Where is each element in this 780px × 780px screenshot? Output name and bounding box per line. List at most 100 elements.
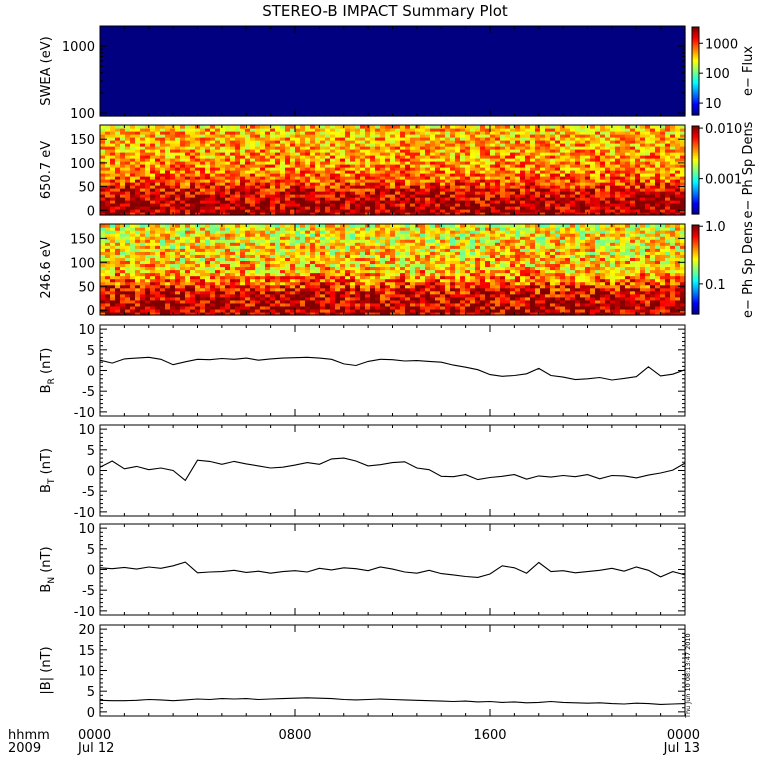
heatmap-cell	[650, 47, 656, 51]
heatmap-cell	[455, 86, 461, 90]
heatmap-cell	[325, 32, 331, 36]
heatmap-cell	[135, 86, 141, 90]
heatmap-cell	[575, 95, 581, 99]
heatmap-cell	[390, 77, 396, 81]
heatmap-cell	[645, 191, 651, 195]
heatmap-cell	[155, 83, 161, 87]
heatmap-cell	[440, 200, 446, 204]
heatmap-cell	[275, 89, 281, 93]
heatmap-cell	[470, 104, 476, 108]
heatmap-cell	[245, 185, 251, 189]
heatmap-cell	[655, 110, 661, 114]
heatmap-cell	[155, 53, 161, 57]
heatmap-cell	[210, 209, 216, 213]
heatmap-cell	[170, 110, 176, 114]
heatmap-cell	[315, 80, 321, 84]
heatmap-cell	[280, 38, 286, 42]
heatmap-cell	[335, 83, 341, 87]
heatmap-cell	[205, 203, 211, 207]
heatmap-cell	[620, 62, 626, 66]
heatmap-cell	[160, 110, 166, 114]
heatmap-cell	[655, 50, 661, 54]
heatmap-cell	[455, 65, 461, 69]
heatmap-cell	[300, 62, 306, 66]
heatmap-cell	[540, 26, 546, 30]
heatmap-cell	[125, 95, 131, 99]
heatmap-cell	[115, 65, 121, 69]
heatmap-cell	[665, 209, 671, 213]
heatmap-cell	[370, 50, 376, 54]
heatmap-cell	[505, 113, 511, 117]
heatmap-cell	[390, 98, 396, 102]
heatmap-cell	[430, 50, 436, 54]
heatmap-cell	[115, 89, 121, 93]
heatmap-cell	[585, 98, 591, 102]
heatmap-cell	[595, 107, 601, 111]
heatmap-cell	[425, 110, 431, 114]
heatmap-cell	[295, 29, 301, 33]
heatmap-cell	[360, 206, 366, 210]
heatmap-cell	[410, 104, 416, 108]
heatmap-cell	[355, 53, 361, 57]
heatmap-cell	[525, 185, 531, 189]
heatmap-cell	[390, 56, 396, 60]
heatmap-cell	[390, 209, 396, 213]
heatmap-cell	[540, 185, 546, 189]
heatmap-cell	[195, 35, 201, 39]
heatmap-cell	[645, 38, 651, 42]
heatmap-cell	[285, 206, 291, 210]
heatmap-cell	[640, 107, 646, 111]
heatmap-cell	[175, 41, 181, 45]
heatmap-cell	[175, 197, 181, 201]
heatmap-cell	[265, 56, 271, 60]
heatmap-cell	[230, 200, 236, 204]
heatmap-cell	[680, 101, 686, 105]
heatmap-cell	[470, 56, 476, 60]
heatmap-cell	[620, 104, 626, 108]
heatmap-cell	[250, 194, 256, 198]
heatmap-cell	[550, 92, 556, 96]
heatmap-cell	[255, 65, 261, 69]
heatmap-cell	[180, 83, 186, 87]
heatmap-cell	[295, 38, 301, 42]
heatmap-cell	[555, 80, 561, 84]
heatmap-cell	[590, 113, 596, 117]
heatmap-cell	[190, 29, 196, 33]
heatmap-cell	[165, 86, 171, 90]
heatmap-cell	[385, 101, 391, 105]
heatmap-cell	[495, 86, 501, 90]
heatmap-cell	[250, 47, 256, 51]
heatmap-cell	[230, 35, 236, 39]
heatmap-cell	[565, 197, 571, 201]
heatmap-cell	[305, 68, 311, 72]
heatmap-cell	[250, 38, 256, 42]
heatmap-cell	[535, 50, 541, 54]
heatmap-cell	[235, 95, 241, 99]
heatmap-cell	[580, 188, 586, 192]
heatmap-cell	[500, 200, 506, 204]
heatmap-cell	[300, 92, 306, 96]
heatmap-cell	[460, 47, 466, 51]
heatmap-cell	[355, 104, 361, 108]
heatmap-cell	[540, 44, 546, 48]
heatmap-cell	[460, 110, 466, 114]
heatmap-cell	[160, 191, 166, 195]
heatmap-cell	[110, 65, 116, 69]
heatmap-cell	[540, 35, 546, 39]
heatmap-cell	[610, 89, 616, 93]
heatmap-cell	[295, 35, 301, 39]
heatmap-cell	[340, 47, 346, 51]
heatmap-cell	[465, 44, 471, 48]
heatmap-cell	[585, 29, 591, 33]
colorbar-swatch	[692, 60, 699, 63]
heatmap-cell	[165, 80, 171, 84]
heatmap-cell	[630, 71, 636, 75]
heatmap-cell	[355, 209, 361, 213]
heatmap-cell	[435, 86, 441, 90]
heatmap-cell	[575, 101, 581, 105]
heatmap-cell	[505, 32, 511, 36]
heatmap-cell	[245, 68, 251, 72]
heatmap-cell	[570, 59, 576, 63]
heatmap-cell	[235, 194, 241, 198]
heatmap-cell	[540, 59, 546, 63]
